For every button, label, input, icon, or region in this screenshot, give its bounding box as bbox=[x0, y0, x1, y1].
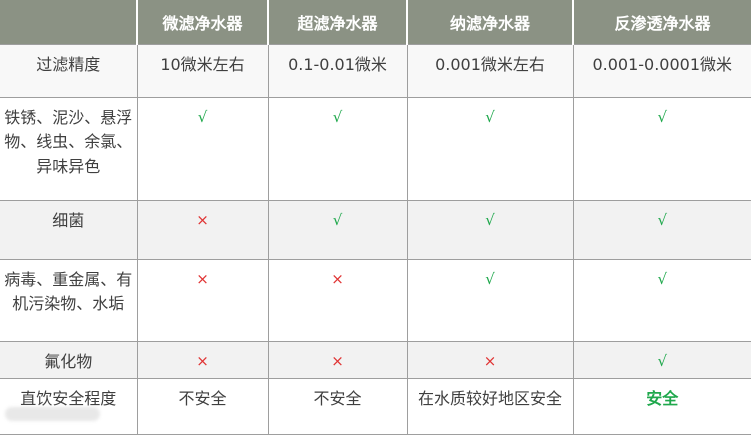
header-cell-empty bbox=[0, 0, 137, 44]
cell-value: 10微米左右 bbox=[136, 43, 268, 97]
table-row-fluoride: 氟化物 × × × √ bbox=[0, 340, 751, 378]
table-row-bacteria: 细菌 × √ √ √ bbox=[0, 199, 751, 259]
row-label: 直饮安全程度 bbox=[0, 377, 137, 435]
check-mark: √ bbox=[572, 96, 751, 200]
cell-value: 0.001微米左右 bbox=[406, 43, 573, 97]
table-row-rust-sediment: 铁锈、泥沙、悬浮物、线虫、余氯、异味异色 √ √ √ √ bbox=[0, 96, 751, 200]
watermark-smudge bbox=[5, 407, 100, 421]
check-mark: √ bbox=[406, 258, 573, 341]
cross-mark: × bbox=[267, 340, 407, 378]
cell-value: 不安全 bbox=[136, 377, 268, 435]
cross-mark: × bbox=[136, 199, 268, 259]
cell-value: 不安全 bbox=[267, 377, 407, 435]
check-mark: √ bbox=[136, 96, 268, 200]
header-cell-reverse-osmosis: 反渗透净水器 bbox=[572, 0, 751, 44]
header-cell-microfiltration: 微滤净水器 bbox=[136, 0, 268, 44]
cell-value-safe: 安全 bbox=[572, 377, 751, 435]
cell-value: 0.1-0.01微米 bbox=[267, 43, 407, 97]
header-cell-nanofiltration: 纳滤净水器 bbox=[406, 0, 573, 44]
cell-value: 在水质较好地区安全 bbox=[406, 377, 573, 435]
row-label: 细菌 bbox=[0, 199, 137, 259]
header-cell-ultrafiltration: 超滤净水器 bbox=[267, 0, 407, 44]
row-label: 氟化物 bbox=[0, 340, 137, 378]
row-label: 铁锈、泥沙、悬浮物、线虫、余氯、异味异色 bbox=[0, 96, 137, 200]
cross-mark: × bbox=[267, 258, 407, 341]
check-mark: √ bbox=[267, 96, 407, 200]
cell-value: 0.001-0.0001微米 bbox=[572, 43, 751, 97]
check-mark: √ bbox=[572, 258, 751, 341]
row-label: 病毒、重金属、有机污染物、水垢 bbox=[0, 258, 137, 341]
table-row-drinking-safety: 直饮安全程度 不安全 不安全 在水质较好地区安全 安全 bbox=[0, 377, 751, 435]
header-row: 微滤净水器 超滤净水器 纳滤净水器 反渗透净水器 bbox=[0, 0, 751, 44]
check-mark: √ bbox=[267, 199, 407, 259]
cross-mark: × bbox=[136, 258, 268, 341]
cross-mark: × bbox=[406, 340, 573, 378]
cross-mark: × bbox=[136, 340, 268, 378]
table-row-filtration-precision: 过滤精度 10微米左右 0.1-0.01微米 0.001微米左右 0.001-0… bbox=[0, 43, 751, 97]
check-mark: √ bbox=[406, 96, 573, 200]
row-label: 过滤精度 bbox=[0, 43, 137, 97]
check-mark: √ bbox=[572, 340, 751, 378]
table-row-virus-heavy-metal: 病毒、重金属、有机污染物、水垢 × × √ √ bbox=[0, 258, 751, 341]
check-mark: √ bbox=[572, 199, 751, 259]
check-mark: √ bbox=[406, 199, 573, 259]
